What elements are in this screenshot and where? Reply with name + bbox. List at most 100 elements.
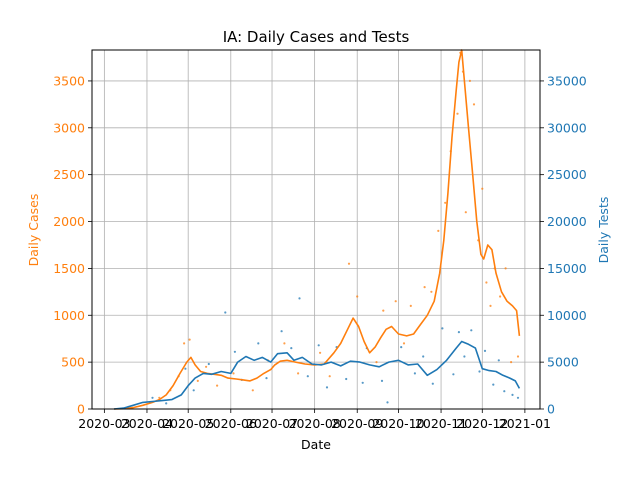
tests-scatter-point (483, 349, 487, 352)
y-right-tick-label: 20000 (547, 214, 587, 229)
x-axis-label: Date (301, 437, 331, 452)
tests-line (113, 340, 521, 410)
plot-frame (91, 49, 541, 410)
tests-scatter-point (463, 355, 466, 358)
y-left-tick-label: 3000 (53, 120, 85, 135)
cases-scatter-point (504, 267, 507, 270)
y-right-tick-label: 10000 (547, 308, 587, 323)
cases-scatter-point (485, 281, 488, 284)
tests-scatter-point (457, 331, 460, 334)
y-axis-right: 0 5000 10000 15000 20000 25000 30000 35000 (540, 73, 587, 417)
tests-scatter-point (441, 327, 444, 330)
x-tick-label: 2020-07 (246, 416, 298, 431)
cases-scatter-point (468, 79, 471, 82)
cases-scatter-point (328, 375, 331, 378)
cases-scatter-point (481, 187, 484, 190)
tests-scatter-point (207, 362, 210, 366)
cases-line (113, 49, 521, 410)
cases-scatter-point (375, 361, 378, 364)
tests-scatter-point (265, 377, 268, 380)
cases-scatter-point (205, 365, 208, 368)
series-lines (113, 49, 521, 410)
y-left-tick-label: 2500 (53, 167, 85, 182)
chart-title: IA: Daily Cases and Tests (223, 28, 410, 46)
y-right-tick-label: 30000 (547, 120, 587, 135)
tests-scatter-point (257, 342, 260, 345)
cases-scatter-point (394, 300, 397, 303)
cases-scatter-point (183, 342, 186, 345)
cases-scatter-point (409, 304, 412, 307)
y-left-tick-label: 2000 (53, 214, 85, 229)
cases-scatter-point (196, 379, 199, 382)
x-axis: 2020-032020-042020-052020-062020-072020-… (78, 409, 551, 431)
y-axis-left-label: Daily Cases (26, 194, 41, 267)
y-right-tick-label: 0 (547, 402, 555, 417)
tests-scatter-point (413, 372, 416, 375)
tests-scatter-point (224, 311, 227, 314)
cases-scatter-point (423, 286, 426, 289)
cases-scatter-point (232, 372, 235, 375)
tests-scatter-point (452, 373, 455, 376)
cases-scatter-point (283, 342, 286, 345)
tests-scatter-point (151, 396, 154, 399)
cases-scatter-point (499, 295, 502, 298)
tests-scatter-point (422, 355, 425, 358)
x-tick-label: 2020-04 (121, 416, 173, 431)
tests-scatter-point (306, 375, 309, 378)
y-axis-left: 0 500 1000 1500 2000 2500 3000 3500 (53, 73, 92, 417)
cases-scatter-point (489, 304, 492, 307)
y-left-tick-label: 500 (61, 355, 85, 370)
tests-scatter-point (233, 350, 236, 353)
y-right-tick-label: 15000 (547, 261, 587, 276)
tests-scatter-point (317, 344, 320, 347)
cases-scatter-point (437, 229, 440, 232)
y-left-tick-label: 1500 (53, 261, 85, 276)
tests-scatter-point (386, 401, 389, 404)
tests-scatter-point (325, 386, 329, 389)
cases-scatter-point (444, 201, 447, 204)
tests-scatter-point (184, 367, 187, 370)
cases-scatter-point (319, 351, 322, 354)
tests-scatter-point (497, 359, 500, 362)
tests-scatter-point (165, 402, 168, 405)
cases-scatter-point (356, 295, 359, 298)
tests-scatter-point (192, 389, 195, 392)
tests-scatter-point (361, 381, 364, 384)
tests-scatter-point (280, 330, 283, 333)
x-tick-label: 2020-08 (289, 416, 341, 431)
tests-scatter-point (470, 329, 473, 332)
y-left-tick-label: 1000 (53, 308, 85, 323)
tests-scatter-point (478, 370, 481, 373)
tests-scatter-point (431, 382, 434, 385)
cases-scatter-point (430, 290, 433, 293)
x-tick-label: 2020-10 (372, 416, 424, 431)
cases-scatter-point (297, 372, 300, 375)
cases-scatter-point (510, 361, 513, 364)
x-tick-label: 2020-05 (162, 416, 214, 431)
tests-scatter-point (511, 393, 514, 396)
x-tick-label: 2020-06 (205, 416, 257, 431)
cases-scatter-point (382, 309, 385, 312)
cases-scatter-point (216, 384, 219, 387)
tests-scatter-point (298, 297, 301, 300)
tests-scatter-point (503, 390, 506, 393)
cases-scatter-point (251, 389, 254, 392)
tests-scatter-point (290, 347, 293, 350)
tests-scatter-point (380, 379, 384, 382)
cases-scatter-point (188, 338, 191, 341)
x-tick-label: 2020-12 (456, 416, 508, 431)
y-left-tick-label: 3500 (53, 73, 85, 88)
x-tick-label: 2021-01 (499, 416, 551, 431)
y-left-tick-label: 0 (77, 402, 85, 417)
cases-scatter-point (456, 112, 459, 115)
y-right-tick-label: 5000 (547, 355, 579, 370)
cases-scatter-point (402, 342, 406, 345)
tests-scatter-point (400, 346, 403, 349)
tests-scatter-point (516, 396, 520, 399)
x-tick-label: 2020-09 (331, 416, 383, 431)
y-right-tick-label: 35000 (547, 73, 587, 88)
y-right-tick-label: 25000 (547, 167, 587, 182)
y-axis-right-label: Daily Tests (596, 197, 611, 264)
cases-scatter-point (516, 355, 520, 358)
